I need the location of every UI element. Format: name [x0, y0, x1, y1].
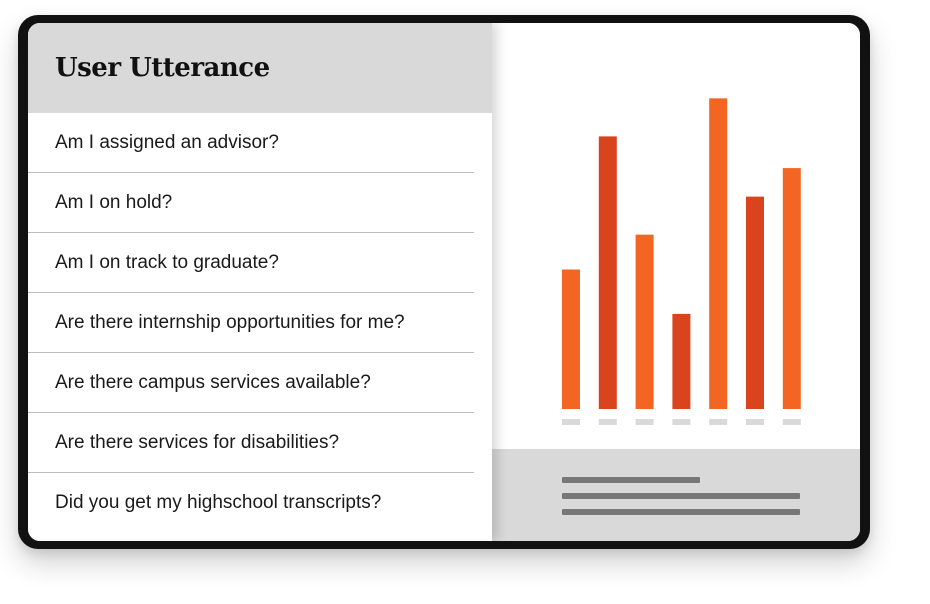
text-placeholder-line — [562, 493, 800, 499]
utterance-text: Am I on track to graduate? — [55, 251, 279, 273]
chart-bar — [709, 98, 728, 409]
utterance-text: Are there campus services available? — [55, 371, 371, 393]
utterance-item[interactable]: Are there campus services available? — [28, 353, 474, 413]
category-tick — [562, 419, 580, 425]
text-placeholder-line — [562, 509, 800, 515]
utterance-text: Am I on hold? — [55, 191, 173, 213]
utterance-list: Am I assigned an advisor? Am I on hold? … — [28, 113, 492, 533]
text-placeholder-line — [562, 477, 700, 483]
screen: User Utterance Am I assigned an advisor?… — [28, 23, 860, 541]
chart-bar — [635, 234, 654, 409]
chart-panel — [492, 23, 860, 541]
utterance-text: Did you get my highschool transcripts? — [55, 492, 382, 513]
chart-bar — [746, 196, 764, 409]
category-tick — [635, 419, 654, 425]
utterance-item[interactable]: Are there services for disabilities? — [28, 413, 474, 473]
chart-footer — [492, 449, 860, 541]
category-tick — [746, 419, 764, 425]
utterance-panel: User Utterance Am I assigned an advisor?… — [28, 23, 492, 541]
utterance-item[interactable]: Am I on hold? — [28, 173, 474, 233]
chart-bar — [598, 136, 617, 409]
utterance-text: Are there services for disabilities? — [55, 431, 340, 453]
chart-bar — [562, 269, 580, 409]
chart-area — [492, 23, 860, 449]
bar-chart — [562, 98, 801, 425]
utterance-item[interactable]: Am I on track to graduate? — [28, 233, 474, 293]
chart-bar — [782, 168, 801, 409]
panel-title: User Utterance — [55, 53, 270, 83]
utterance-item[interactable]: Did you get my highschool transcripts? — [28, 473, 474, 533]
chart-bar — [672, 313, 691, 409]
category-tick — [709, 419, 728, 425]
category-tick — [672, 419, 691, 425]
panel-header: User Utterance — [28, 23, 492, 113]
utterance-item[interactable]: Are there internship opportunities for m… — [28, 293, 474, 353]
tablet-frame: User Utterance Am I assigned an advisor?… — [18, 15, 870, 549]
category-tick — [782, 419, 801, 425]
utterance-text: Are there internship opportunities for m… — [55, 311, 405, 333]
utterance-text: Am I assigned an advisor? — [55, 131, 279, 153]
utterance-item[interactable]: Am I assigned an advisor? — [28, 113, 474, 173]
category-tick — [598, 419, 617, 425]
